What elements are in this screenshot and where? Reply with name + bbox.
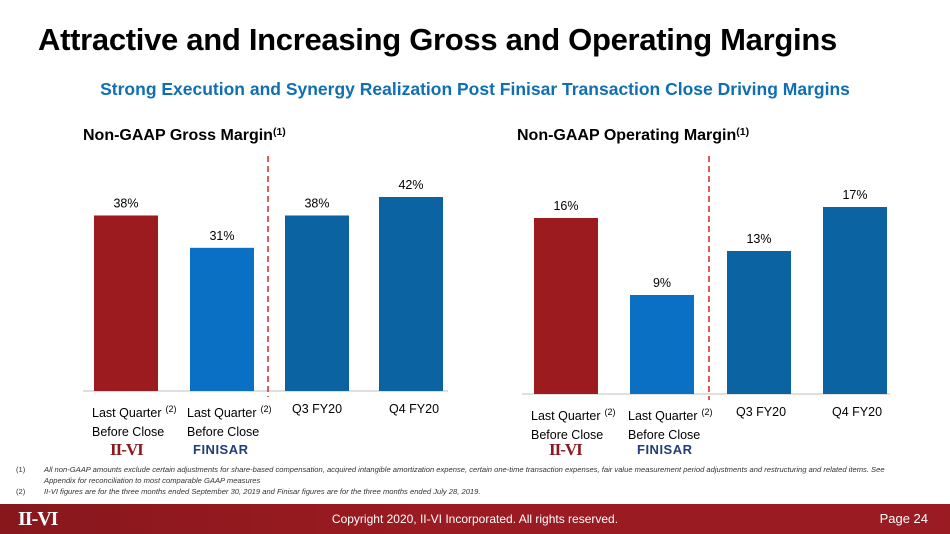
operating-category-label-2: Last Quarter (2) Before Close <box>628 407 713 442</box>
operating-bar-3 <box>727 251 791 394</box>
gross-bar-4 <box>379 197 443 391</box>
iivi-logo: II-VI <box>549 440 583 459</box>
operating-data-label-4: 17% <box>842 188 867 202</box>
finisar-logo: FINISAR <box>193 442 249 457</box>
finisar-logo: FINISAR <box>637 442 693 457</box>
footnote-2: (2) II-VI figures are for the three month… <box>16 487 481 496</box>
gross-category-label-1: Last Quarter (2) Before Close <box>92 404 177 439</box>
iivi-logo: II-VI <box>110 440 144 459</box>
gross-data-label-3: 38% <box>304 196 329 210</box>
page-title: Attractive and Increasing Gross and Oper… <box>38 22 837 57</box>
operating-category-label-3: Q3 FY20 <box>736 405 787 419</box>
gross-category-label-2: Last Quarter (2) Before Close <box>187 404 272 439</box>
gross-bar-3 <box>285 215 349 391</box>
gross-data-label-1: 38% <box>113 196 138 210</box>
gross-category-label-4: Q4 FY20 <box>389 402 440 416</box>
operating-data-label-1: 16% <box>553 199 578 213</box>
footnote-1: (1) All non-GAAP amounts exclude certain … <box>16 465 885 485</box>
gross-margin-chart: 38% 31% 38% 42% <box>83 156 448 397</box>
page-number: Page 24 <box>879 511 928 526</box>
gross-bar-2 <box>190 247 254 391</box>
operating-category-label-4: Q4 FY20 <box>832 405 883 419</box>
gross-data-label-4: 42% <box>398 178 423 192</box>
footer-logo: II-VI <box>18 508 58 530</box>
gross-category-label-3: Q3 FY20 <box>292 402 343 416</box>
operating-bar-1 <box>534 218 598 394</box>
gross-margin-chart-title: Non-GAAP Gross Margin(1) <box>83 126 286 144</box>
copyright-text: Copyright 2020, II-VI Incorporated. All … <box>331 512 619 526</box>
footer-pattern <box>0 504 420 534</box>
operating-margin-chart: 16% 9% 13% 17% <box>522 156 890 400</box>
operating-data-label-2: 9% <box>653 276 671 290</box>
footnotes: (1) All non-GAAP amounts exclude certain … <box>16 464 916 497</box>
gross-data-label-2: 31% <box>209 229 234 243</box>
operating-bar-2 <box>630 295 694 394</box>
page-subtitle: Strong Execution and Synergy Realization… <box>100 79 850 99</box>
footer-bar: II-VI Copyright 2020, II-VI Incorporated… <box>0 504 950 534</box>
operating-margin-chart-title: Non-GAAP Operating Margin(1) <box>517 126 750 144</box>
operating-bar-4 <box>823 207 887 394</box>
operating-category-label-1: Last Quarter (2) Before Close <box>531 407 616 442</box>
gross-bar-1 <box>94 215 158 391</box>
operating-data-label-3: 13% <box>746 232 771 246</box>
